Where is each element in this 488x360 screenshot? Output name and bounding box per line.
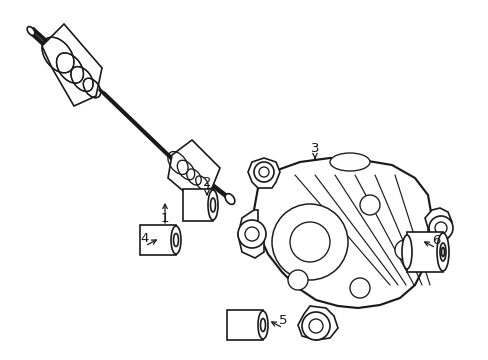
- Circle shape: [434, 222, 446, 234]
- Polygon shape: [406, 232, 442, 272]
- Polygon shape: [183, 189, 213, 221]
- Polygon shape: [42, 24, 102, 106]
- Text: 5: 5: [278, 314, 286, 327]
- Polygon shape: [226, 310, 263, 340]
- Text: 3: 3: [310, 141, 319, 154]
- Polygon shape: [238, 210, 264, 258]
- Ellipse shape: [207, 190, 218, 220]
- Ellipse shape: [439, 243, 445, 261]
- Circle shape: [302, 312, 329, 340]
- Circle shape: [271, 204, 347, 280]
- Circle shape: [308, 319, 323, 333]
- Text: 1: 1: [161, 211, 169, 225]
- Ellipse shape: [27, 27, 35, 35]
- Circle shape: [289, 222, 329, 262]
- Text: 2: 2: [203, 176, 211, 189]
- Polygon shape: [247, 158, 280, 188]
- Circle shape: [394, 240, 414, 260]
- Circle shape: [349, 278, 369, 298]
- Ellipse shape: [441, 248, 444, 256]
- Polygon shape: [253, 158, 431, 308]
- Ellipse shape: [173, 234, 178, 247]
- Ellipse shape: [224, 194, 234, 204]
- Circle shape: [253, 162, 273, 182]
- Text: 4: 4: [141, 231, 149, 244]
- Ellipse shape: [401, 235, 411, 269]
- Circle shape: [359, 195, 379, 215]
- Ellipse shape: [260, 319, 265, 332]
- Circle shape: [259, 167, 268, 177]
- Ellipse shape: [171, 226, 181, 254]
- Ellipse shape: [436, 233, 448, 271]
- Polygon shape: [168, 140, 220, 195]
- Text: 6: 6: [431, 234, 439, 247]
- Ellipse shape: [329, 153, 369, 171]
- Circle shape: [238, 220, 265, 248]
- Circle shape: [244, 227, 259, 241]
- Ellipse shape: [210, 198, 215, 212]
- Ellipse shape: [258, 311, 267, 339]
- Polygon shape: [140, 225, 176, 255]
- Polygon shape: [297, 306, 337, 340]
- Polygon shape: [424, 208, 451, 248]
- Circle shape: [428, 216, 452, 240]
- Circle shape: [287, 270, 307, 290]
